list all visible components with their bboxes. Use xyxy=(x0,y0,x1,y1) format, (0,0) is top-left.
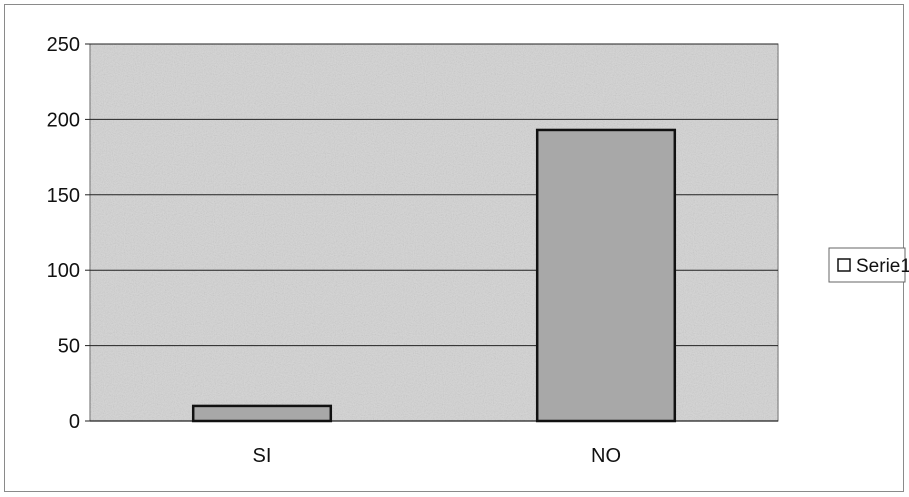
bar-si xyxy=(191,404,333,423)
bars xyxy=(191,128,677,423)
legend-swatch xyxy=(837,258,851,272)
y-tick-label-100: 100 xyxy=(47,260,80,282)
y-tick-label-50: 50 xyxy=(58,336,80,358)
y-tick-label-0: 0 xyxy=(69,411,80,433)
y-tick-label-200: 200 xyxy=(47,109,80,131)
y-tick-label-150: 150 xyxy=(47,185,80,207)
x-axis-category-labels: SI NO xyxy=(253,445,621,467)
legend-label-serie1: Serie1 xyxy=(856,256,909,277)
x-category-label-no: NO xyxy=(591,445,621,467)
x-category-label-si: SI xyxy=(253,445,272,467)
y-axis-tick-labels: 0 50 100 150 200 250 xyxy=(47,34,80,433)
legend: Serie1 xyxy=(828,247,909,283)
bar-no xyxy=(535,128,677,423)
y-tick-label-250: 250 xyxy=(47,34,80,56)
